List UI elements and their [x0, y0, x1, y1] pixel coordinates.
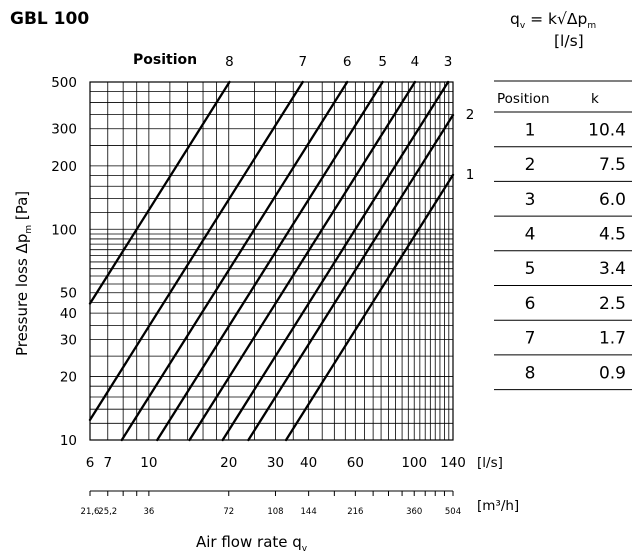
table-cell-position: 7: [525, 329, 536, 349]
curve-position-5: [156, 80, 384, 442]
m3h-tick-label: 504: [445, 507, 461, 517]
y-axis-label: Pressure loss Δpm [Pa]: [13, 191, 34, 356]
y-axis-label-main: Pressure loss Δp: [13, 234, 31, 356]
curve-position-8: [88, 80, 231, 305]
formula-eq: = k√Δp: [525, 10, 587, 28]
table-cell-position: 2: [525, 155, 536, 175]
x-tick-label: 60: [347, 455, 364, 471]
y-tick-label: 20: [60, 370, 77, 386]
m3h-tick-label: 108: [267, 507, 283, 517]
position-label-2: 2: [466, 107, 475, 123]
chart-title: GBL 100: [10, 9, 89, 29]
curve-position-2: [247, 113, 455, 442]
table-cell-k: 1.7: [599, 329, 626, 349]
curve-position-4: [188, 80, 417, 442]
y-tick-label: 40: [60, 306, 77, 322]
y-tick-label: 100: [51, 222, 77, 238]
table-cell-k: 4.5: [599, 224, 626, 244]
y-tick-label: 300: [51, 122, 77, 138]
m3h-ticks: 21,625,2 36 72 108 144 216 360 504: [81, 491, 461, 517]
curve-position-7: [88, 80, 304, 422]
x-tick-label: 7: [103, 455, 112, 471]
y-tick-label: 500: [51, 75, 77, 91]
curve-position-1: [284, 173, 455, 442]
x-tick-label: 6: [86, 455, 95, 471]
curve-position-6: [120, 80, 349, 442]
x-tick-labels: 6 7 10 20 30 40 60 100 140: [86, 455, 466, 471]
position-label-6: 6: [343, 54, 352, 70]
table-cell-position: 4: [525, 224, 536, 244]
formula-unit: [l/s]: [554, 32, 584, 50]
x-tick-label: 20: [220, 455, 237, 471]
x-tick-label: 30: [267, 455, 284, 471]
x-tick-label: 100: [401, 455, 427, 471]
y-tick-label: 30: [60, 332, 77, 348]
plot-frame: [89, 81, 454, 441]
m3h-tick-label: 21,6: [81, 507, 100, 517]
formula-q: q: [510, 10, 520, 28]
x-axis-label: Air flow rate qv: [196, 533, 308, 552]
position-label-7: 7: [298, 54, 307, 70]
y-tick-label: 10: [60, 433, 77, 449]
table-cell-position: 5: [525, 259, 536, 279]
table-cell-position: 8: [525, 363, 536, 383]
position-label-8: 8: [225, 54, 234, 70]
m3h-tick-label: 25,2: [98, 507, 117, 517]
table-cell-k: 0.9: [599, 363, 626, 383]
svg-text:qv = k√Δpm: qv = k√Δpm: [510, 10, 596, 31]
table-cell-position: 1: [525, 120, 536, 140]
table-cell-position: 6: [525, 294, 536, 314]
table-cell-k: 7.5: [599, 155, 626, 175]
y-axis-label-sub: m: [24, 225, 34, 234]
position-label-3: 3: [444, 54, 453, 70]
k-table: Position k 1 10.4 2 7.5 3 6.0 4 4.5 5 3.4 6 2.5 7 1.7…: [494, 80, 632, 391]
table-header-k: k: [591, 91, 599, 107]
x-axis-label-sub: v: [302, 544, 308, 552]
y-tick-label: 50: [60, 286, 77, 302]
position-header: Position: [133, 52, 197, 68]
formula: qv = k√Δpm [l/s]: [510, 10, 596, 50]
m3h-tick-label: 360: [406, 507, 422, 517]
position-label-1: 1: [466, 167, 475, 183]
m3h-tick-label: 36: [143, 507, 154, 517]
y-tick-label: 200: [51, 159, 77, 175]
table-cell-k: 10.4: [588, 120, 626, 140]
table-cell-position: 3: [525, 190, 536, 210]
x-tick-label: 10: [140, 455, 157, 471]
position-label-4: 4: [411, 54, 420, 70]
m3h-tick-label: 216: [347, 507, 363, 517]
position-labels: 1 2 3 4 5 6 7 8: [225, 54, 474, 183]
position-label-5: 5: [378, 54, 387, 70]
y-axis-label-unit: [Pa]: [13, 191, 31, 225]
table-cell-k: 2.5: [599, 294, 626, 314]
formula-q-sub: v: [520, 21, 526, 31]
table-header-position: Position: [497, 91, 550, 107]
m3h-tick-label: 144: [301, 507, 317, 517]
x-tick-label: 140: [440, 455, 466, 471]
m3h-unit: [m³/h]: [477, 498, 519, 514]
table-cell-k: 3.4: [599, 259, 626, 279]
x-tick-label: 40: [300, 455, 317, 471]
curves: [88, 80, 455, 442]
m3h-tick-label: 72: [223, 507, 234, 517]
formula-p-sub: m: [587, 21, 596, 31]
y-tick-labels: 10 20 30 40 50 100 200 300 500: [51, 75, 77, 449]
curve-position-3: [221, 80, 450, 442]
x-axis-label-main: Air flow rate q: [196, 533, 302, 551]
x-unit: [l/s]: [477, 455, 503, 471]
table-cell-k: 6.0: [599, 190, 626, 210]
